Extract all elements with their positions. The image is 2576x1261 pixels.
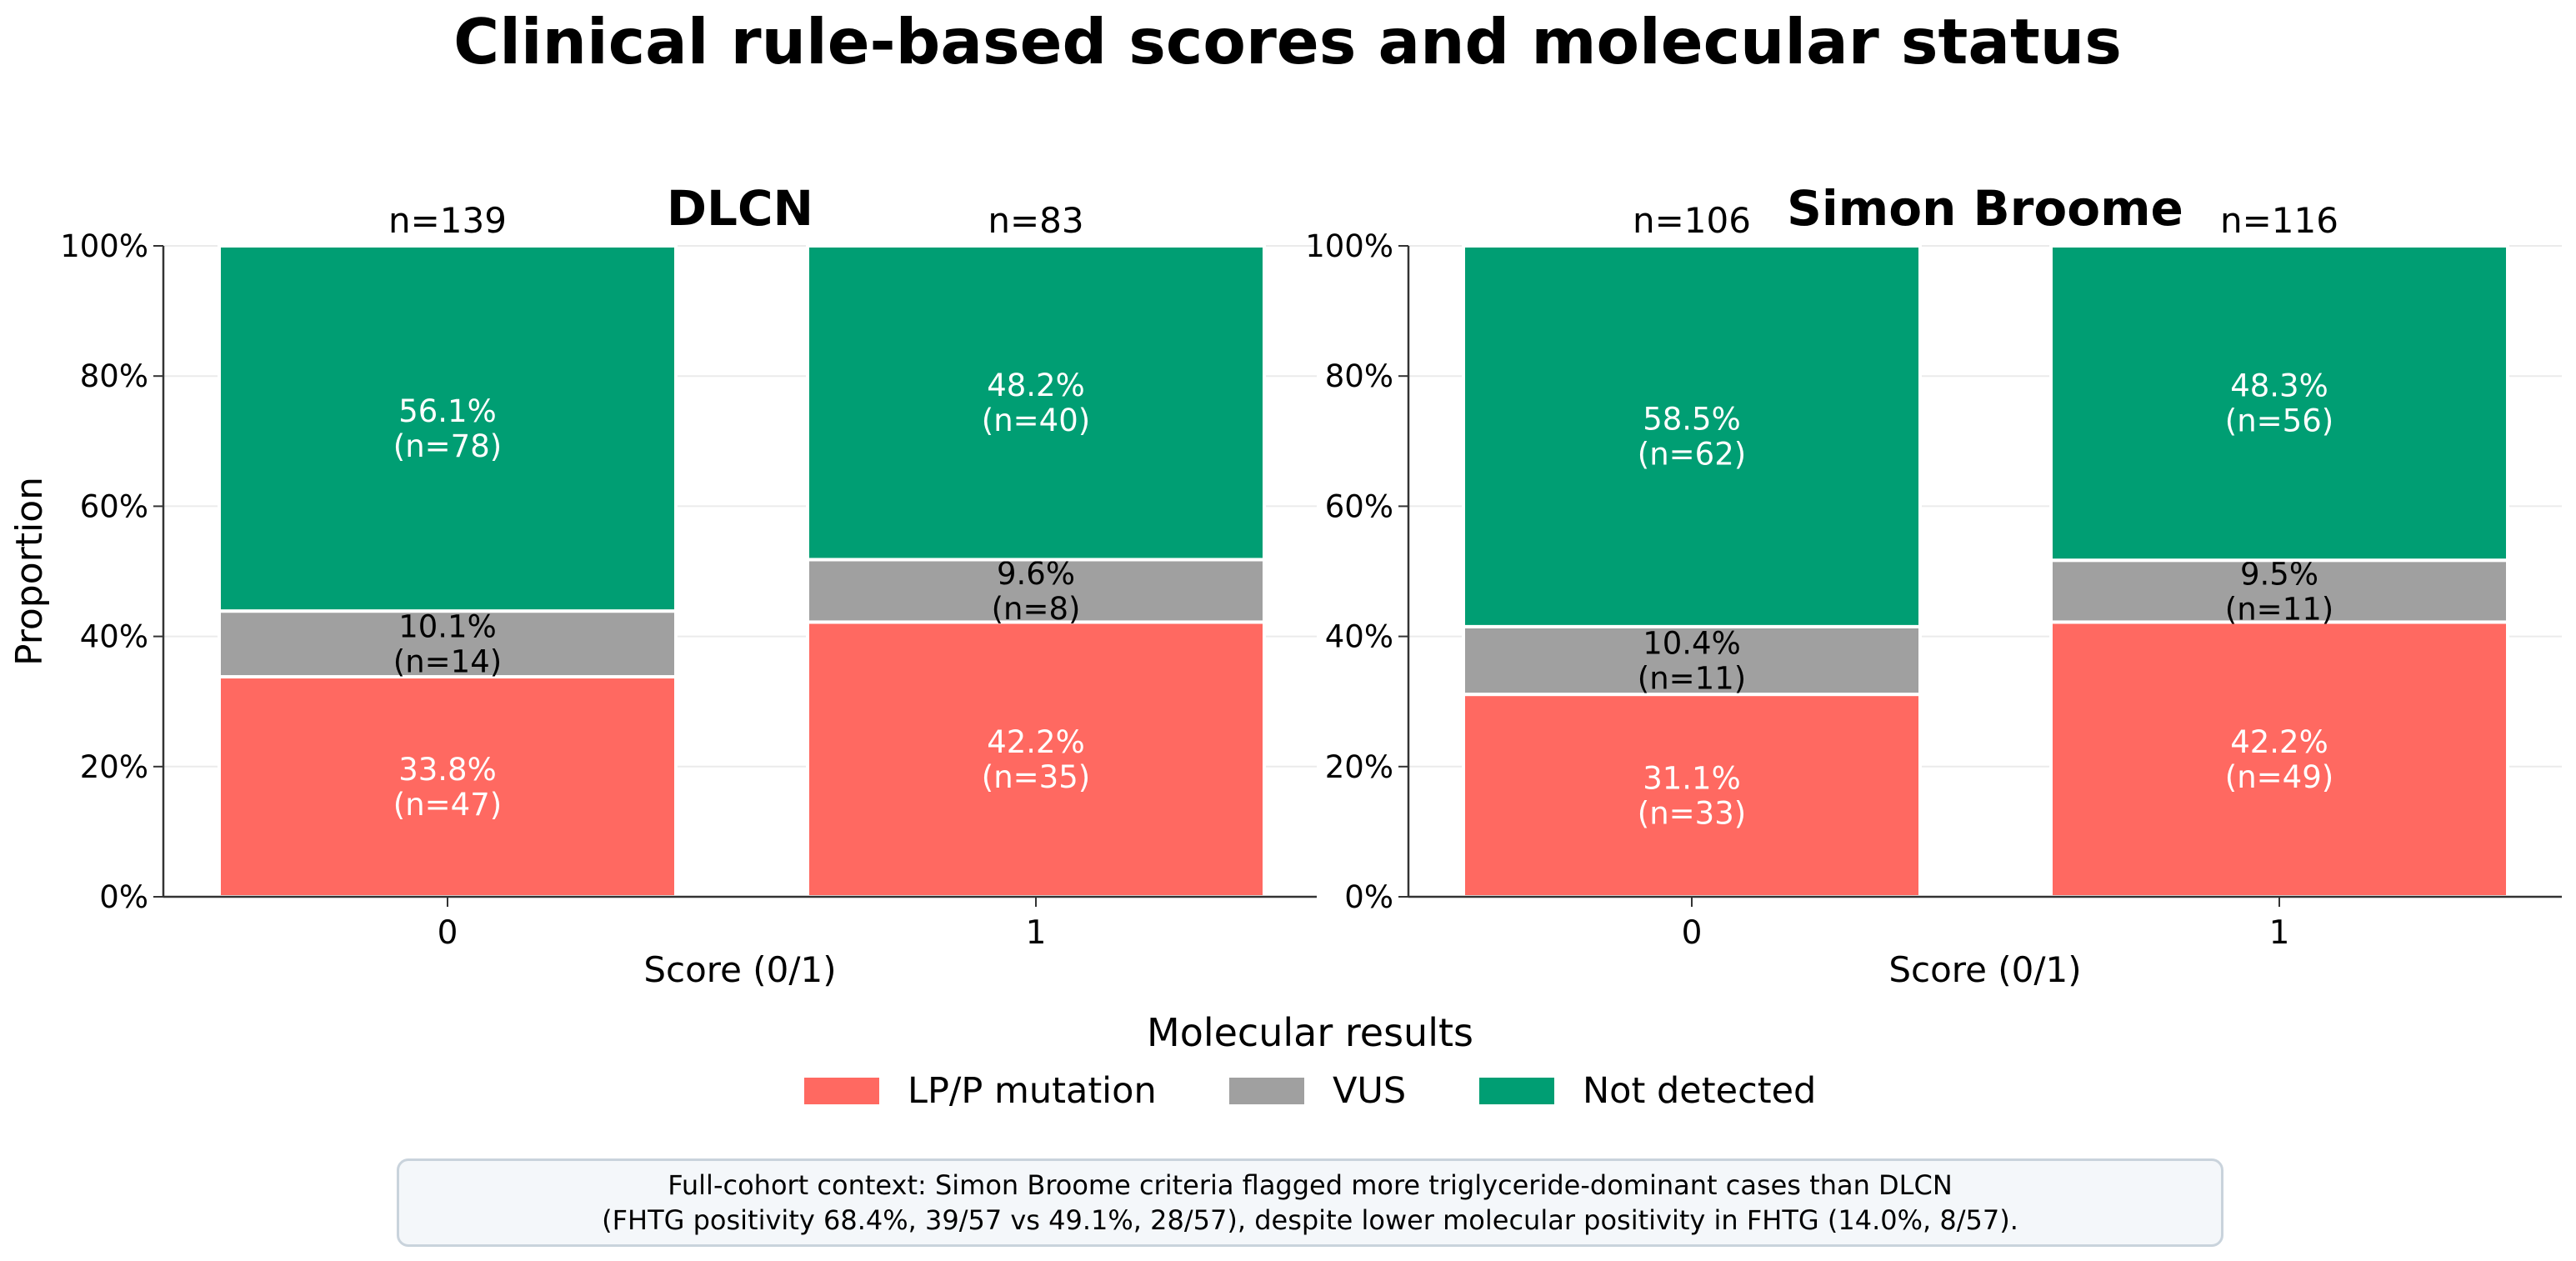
data-label: (n=11) [1638,660,1746,696]
data-label: (n=11) [2225,591,2333,627]
data-label: (n=8) [992,591,1081,627]
legend-swatch [804,1078,879,1104]
y-tick-label: 20% [80,749,148,785]
data-label: 9.6% [997,556,1075,592]
data-label: (n=14) [393,644,502,680]
bar-segment [1462,693,1922,899]
context-note-box: Full-cohort context: Simon Broome criter… [397,1158,2223,1247]
y-tick-label: 60% [1325,488,1393,524]
bar-segment [218,609,678,679]
bar-total-label: n=139 [388,200,507,241]
data-label: 33.8% [398,752,497,788]
bar-segment [2049,620,2509,899]
data-label: 10.4% [1643,625,1741,661]
data-label: (n=49) [2225,759,2333,795]
legend-swatch [1229,1078,1304,1104]
panel-title: DLCN [667,180,813,237]
figure-title: Clinical rule-based scores and molecular… [453,5,2122,78]
data-label: 9.5% [2240,556,2318,592]
x-tick-label: 1 [2269,914,2290,952]
bar-total-label: n=83 [988,200,1083,241]
bar-segment [1462,244,1922,628]
data-label: (n=62) [1638,436,1746,472]
data-label: 10.1% [398,609,497,645]
data-label: 56.1% [398,393,497,429]
legend-label: VUS [1333,1070,1406,1112]
legend-label: LP/P mutation [908,1070,1157,1112]
chart-panel-2: 0%20%40%60%80%100%31.1%(n=33)10.4%(n=11)… [1305,180,2562,990]
x-axis-label: Score (0/1) [1888,949,2081,990]
legend-label: Not detected [1583,1070,1816,1112]
y-tick-label: 80% [80,358,148,394]
bar-segment [2049,244,2509,563]
legend: Molecular results LP/P mutation VUS Not det… [804,1010,1816,1112]
data-label: 31.1% [1643,761,1741,797]
x-tick-label: 0 [438,914,458,952]
bar-segment [218,675,678,898]
y-tick-label: 100% [60,228,148,264]
data-label: 48.3% [2230,368,2328,404]
data-label: (n=33) [1638,796,1746,832]
y-axis-label: Proportion [8,477,51,666]
bar-total-label: n=116 [2220,200,2338,241]
y-tick-label: 60% [80,488,148,524]
bar-segment [806,244,1266,562]
y-tick-label: 40% [1325,619,1393,655]
data-label: (n=35) [982,759,1090,795]
y-tick-label: 0% [1344,879,1393,915]
bar-total-label: n=106 [1633,200,1751,241]
data-label: (n=78) [393,428,502,464]
panel-title: Simon Broome [1787,180,2183,237]
legend-swatch [1479,1078,1554,1104]
data-label: 42.2% [987,724,1085,760]
bar-segment [218,244,678,613]
context-note-line-2: (FHTG positivity 68.4%, 39/57 vs 49.1%, … [602,1204,2018,1236]
y-tick-label: 80% [1325,358,1393,394]
y-tick-label: 100% [1305,228,1393,264]
legend-title: Molecular results [1147,1010,1473,1055]
context-note-line-1: Full-cohort context: Simon Broome criter… [668,1169,1953,1201]
chart-panel-1: 0% 20% 40% 60% 80% 100% 33.8%(n=47) 10.1%(n=14)… [8,180,1317,990]
x-axis-label: Score (0/1) [643,949,836,990]
x-tick-label: 0 [1682,914,1703,952]
y-tick-label: 0% [99,879,148,915]
data-label: (n=47) [393,787,502,823]
data-label: (n=40) [982,403,1090,438]
x-tick-label: 1 [1026,914,1047,952]
data-label: 58.5% [1643,401,1741,437]
y-tick-label: 40% [80,619,148,655]
data-label: 48.2% [987,368,1085,403]
bar-segment [806,558,1266,624]
y-tick-label: 20% [1325,749,1393,785]
data-label: 42.2% [2230,724,2328,760]
data-label: (n=56) [2225,403,2333,439]
